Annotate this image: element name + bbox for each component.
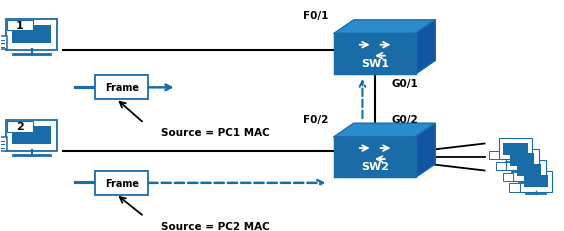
- Text: SW1: SW1: [361, 58, 389, 68]
- Text: Frame: Frame: [105, 178, 139, 188]
- FancyBboxPatch shape: [12, 126, 51, 144]
- Polygon shape: [334, 124, 435, 137]
- Polygon shape: [416, 124, 435, 177]
- FancyBboxPatch shape: [489, 152, 500, 160]
- Text: SW2: SW2: [361, 161, 389, 171]
- Text: G0/1: G0/1: [392, 79, 418, 88]
- FancyBboxPatch shape: [0, 37, 7, 50]
- FancyBboxPatch shape: [6, 20, 57, 51]
- Text: G0/2: G0/2: [392, 114, 418, 124]
- FancyBboxPatch shape: [510, 154, 535, 166]
- FancyBboxPatch shape: [0, 138, 7, 151]
- FancyBboxPatch shape: [512, 160, 545, 181]
- FancyBboxPatch shape: [503, 173, 513, 181]
- Text: 2: 2: [16, 122, 24, 132]
- FancyBboxPatch shape: [517, 164, 541, 177]
- FancyBboxPatch shape: [12, 26, 51, 44]
- FancyBboxPatch shape: [519, 171, 552, 192]
- FancyBboxPatch shape: [523, 175, 548, 187]
- Polygon shape: [334, 34, 416, 75]
- FancyBboxPatch shape: [95, 171, 148, 195]
- FancyBboxPatch shape: [496, 162, 506, 170]
- Text: F0/1: F0/1: [303, 11, 328, 21]
- Text: Source = PC2 MAC: Source = PC2 MAC: [161, 221, 270, 231]
- FancyBboxPatch shape: [499, 139, 532, 160]
- FancyBboxPatch shape: [7, 122, 33, 132]
- Text: Frame: Frame: [105, 83, 139, 93]
- FancyBboxPatch shape: [506, 149, 539, 170]
- FancyBboxPatch shape: [6, 121, 57, 151]
- Text: 1: 1: [16, 21, 24, 31]
- Polygon shape: [334, 137, 416, 177]
- Polygon shape: [334, 21, 435, 34]
- FancyBboxPatch shape: [7, 21, 33, 31]
- Text: Source = PC1 MAC: Source = PC1 MAC: [161, 128, 270, 138]
- Text: F0/2: F0/2: [303, 114, 328, 124]
- FancyBboxPatch shape: [503, 143, 528, 155]
- FancyBboxPatch shape: [509, 184, 519, 192]
- FancyBboxPatch shape: [95, 76, 148, 100]
- Polygon shape: [416, 21, 435, 75]
